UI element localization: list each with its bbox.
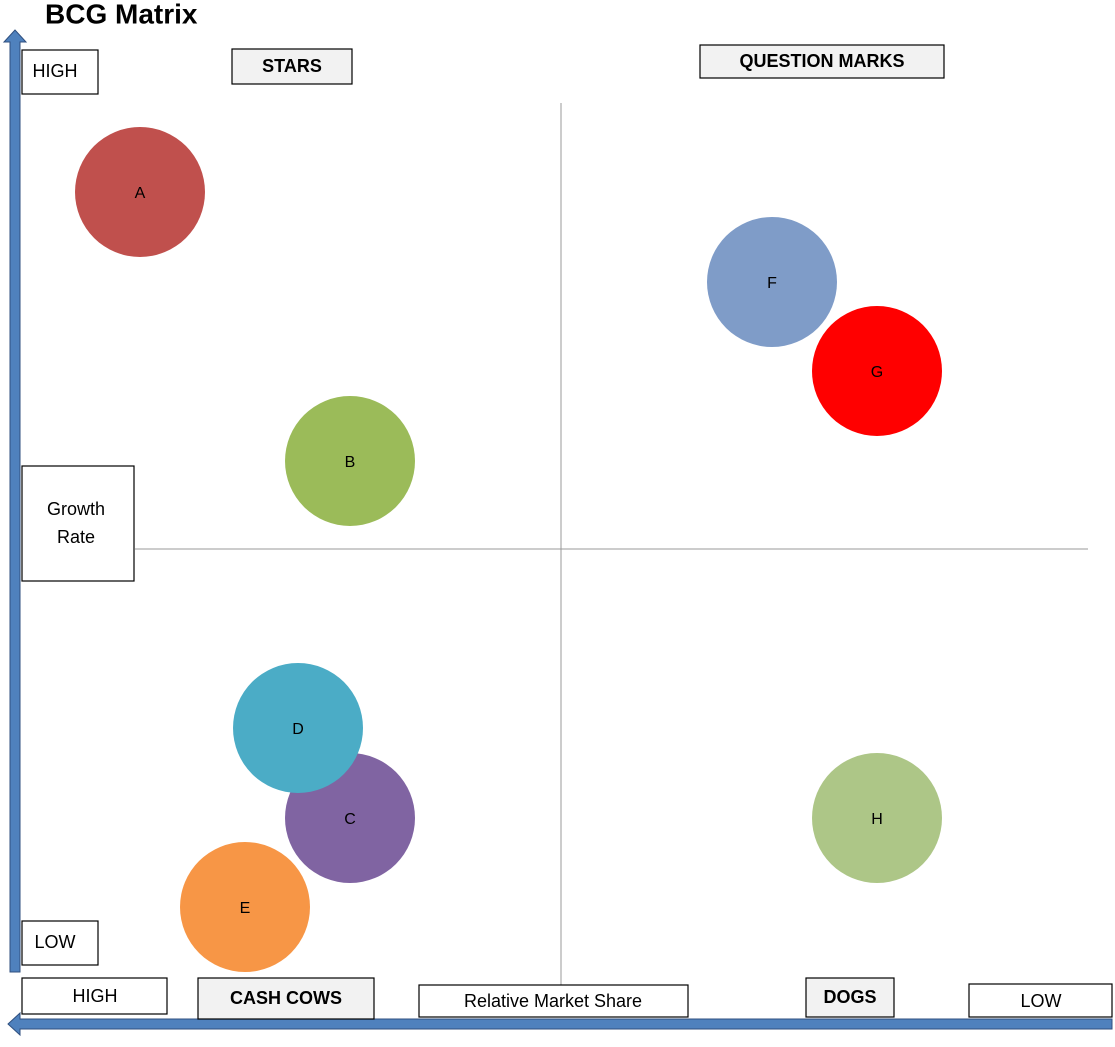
y-axis-arrow: [2, 29, 28, 973]
bubble: [75, 127, 205, 257]
y-high: HIGH: [33, 61, 78, 81]
label-box: [21, 920, 99, 966]
bubble-label: A: [135, 185, 146, 202]
label-box: [21, 49, 99, 95]
bubbles: A B C D E F G H: [75, 127, 942, 972]
bubble: [812, 306, 942, 436]
title: BCG Matrix: [45, 0, 198, 29]
y-low: LOW: [34, 932, 75, 952]
y-axis-title: Growth Rate: [47, 499, 105, 547]
bubble: [812, 753, 942, 883]
label-box: [805, 977, 895, 1018]
x-high: HIGH: [73, 986, 118, 1006]
quadrant-label: QUESTION MARKS: [739, 51, 904, 71]
label-box: [968, 983, 1113, 1018]
bubble-label: D: [292, 721, 304, 738]
label-box: [418, 984, 689, 1018]
label-box: [21, 465, 135, 582]
bubble-label: E: [240, 900, 251, 917]
label-box: [699, 44, 945, 79]
label-box: [231, 48, 353, 85]
quadrant-label: STARS: [262, 56, 322, 76]
bubble: [285, 396, 415, 526]
label-box: [197, 977, 375, 1020]
x-axis-title: Relative Market Share: [464, 991, 642, 1011]
bubble: [707, 217, 837, 347]
bubble-label: G: [871, 364, 883, 381]
quadrant-label: DOGS: [823, 987, 876, 1007]
x-low: LOW: [1020, 991, 1061, 1011]
bubble-label: B: [345, 454, 356, 471]
bubble-label: H: [871, 811, 883, 828]
label-box: [21, 977, 168, 1015]
bubble: [180, 842, 310, 972]
x-axis-arrow: [7, 1011, 1113, 1037]
quadrant-label: CASH COWS: [230, 988, 342, 1008]
bubble: [233, 663, 363, 793]
bubble-label: C: [344, 811, 356, 828]
bubble-label: F: [767, 275, 777, 292]
